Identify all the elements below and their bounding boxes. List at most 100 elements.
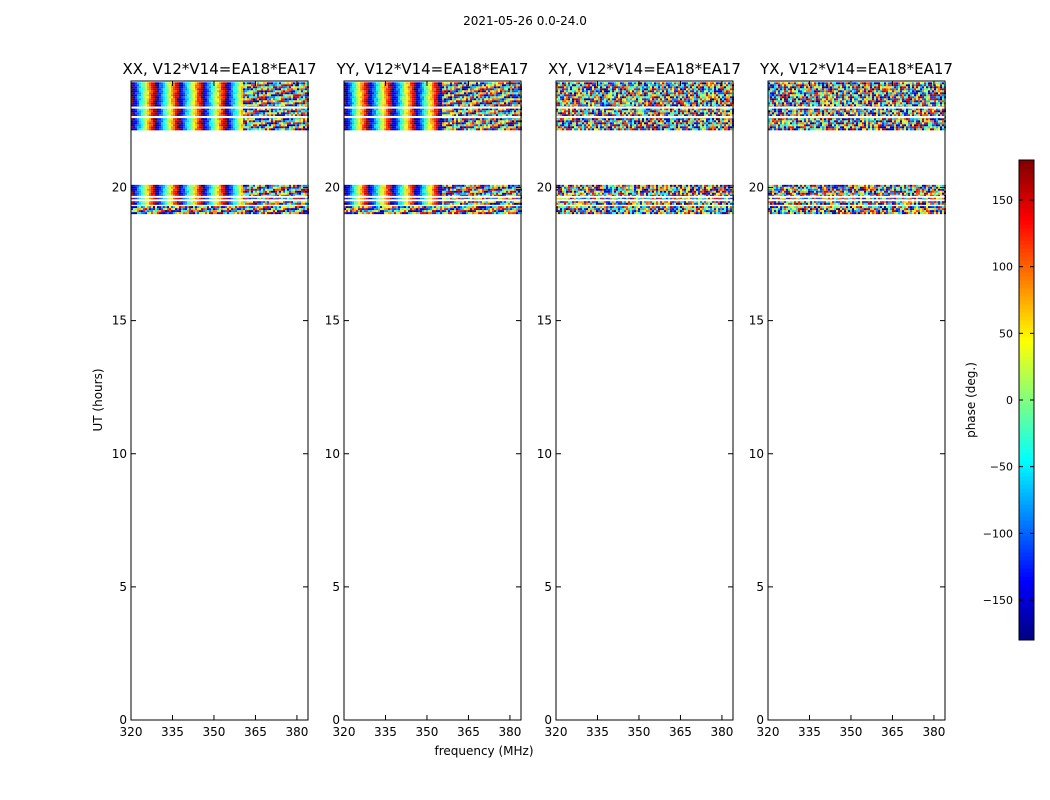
- heatmap-cell: [203, 192, 205, 195]
- heatmap-cell: [215, 102, 217, 105]
- heatmap-cell: [301, 88, 303, 91]
- heatmap-cell: [516, 86, 518, 89]
- heatmap-cell: [181, 200, 183, 203]
- heatmap-cell: [207, 200, 209, 203]
- heatmap-cell: [241, 90, 243, 93]
- heatmap-cell: [217, 86, 219, 89]
- heatmap-cell: [444, 92, 446, 95]
- heatmap-cell: [139, 122, 141, 125]
- heatmap-cell: [508, 96, 510, 99]
- heatmap-cell: [229, 126, 231, 129]
- heatmap-cell: [281, 212, 283, 215]
- heatmap-cell: [175, 86, 177, 89]
- heatmap-cell: [410, 88, 412, 91]
- heatmap-cell: [364, 82, 366, 85]
- heatmap-cell: [203, 100, 205, 103]
- heatmap-cell: [227, 104, 229, 107]
- heatmap-cell: [201, 104, 203, 107]
- heatmap-cell: [281, 118, 283, 121]
- heatmap-cell: [257, 102, 259, 105]
- heatmap-cell: [207, 206, 209, 209]
- heatmap-cell: [131, 102, 133, 105]
- heatmap-cell: [422, 84, 424, 87]
- heatmap-cell: [470, 94, 472, 97]
- heatmap-cell: [139, 110, 141, 113]
- heatmap-cell: [273, 196, 275, 199]
- heatmap-cell: [257, 186, 259, 189]
- heatmap-cell: [217, 118, 219, 121]
- heatmap-cell: [225, 88, 227, 91]
- heatmap-cell: [145, 212, 147, 215]
- heatmap-cell: [263, 104, 265, 107]
- heatmap-cell: [376, 98, 378, 101]
- heatmap-cell: [426, 110, 428, 113]
- heatmap-cell: [209, 94, 211, 97]
- heatmap-cell: [273, 108, 275, 111]
- heatmap-cell: [267, 208, 269, 211]
- heatmap-cell: [352, 94, 354, 97]
- heatmap-cell: [227, 192, 229, 195]
- heatmap-cell: [233, 202, 235, 205]
- heatmap-cell: [241, 202, 243, 205]
- heatmap-cell: [376, 102, 378, 105]
- heatmap-cell: [185, 108, 187, 111]
- heatmap-cell: [171, 126, 173, 129]
- heatmap-cell: [458, 102, 460, 105]
- heatmap-cell: [432, 108, 434, 111]
- heatmap-cell: [518, 84, 520, 87]
- heatmap-cell: [155, 100, 157, 103]
- heatmap-cell: [263, 82, 265, 85]
- heatmap-cell: [261, 206, 263, 209]
- heatmap-cell: [213, 104, 215, 107]
- heatmap-cell: [273, 86, 275, 89]
- heatmap-cell: [165, 122, 167, 125]
- heatmap-cell: [408, 90, 410, 93]
- heatmap-cell: [223, 98, 225, 101]
- heatmap-cell: [175, 82, 177, 85]
- heatmap-cell: [245, 124, 247, 127]
- heatmap-cell: [398, 102, 400, 105]
- heatmap-cell: [201, 84, 203, 87]
- heatmap-cell: [428, 114, 430, 117]
- heatmap-cell: [360, 82, 362, 85]
- heatmap-cell: [498, 90, 500, 93]
- heatmap-cell: [364, 98, 366, 101]
- heatmap-cell: [430, 100, 432, 103]
- heatmap-cell: [243, 206, 245, 209]
- heatmap-cell: [151, 98, 153, 101]
- heatmap-cell: [291, 202, 293, 205]
- heatmap-cell: [271, 212, 273, 215]
- heatmap-cell: [303, 92, 305, 95]
- heatmap-cell: [350, 82, 352, 85]
- heatmap-cell: [448, 112, 450, 115]
- heatmap-cell: [368, 104, 370, 107]
- heatmap-cell: [436, 108, 438, 111]
- heatmap-cell: [221, 184, 223, 187]
- heatmap-cell: [263, 84, 265, 87]
- heatmap-cell: [486, 94, 488, 97]
- heatmap-cell: [279, 210, 281, 213]
- heatmap-cell: [223, 196, 225, 199]
- heatmap-cell: [448, 96, 450, 99]
- heatmap-cell: [271, 96, 273, 99]
- heatmap-cell: [470, 100, 472, 103]
- heatmap-cell: [171, 100, 173, 103]
- heatmap-cell: [143, 200, 145, 203]
- heatmap-cell: [207, 212, 209, 215]
- heatmap-cell: [183, 100, 185, 103]
- heatmap-cell: [502, 90, 504, 93]
- heatmap-cell: [139, 92, 141, 95]
- heatmap-cell: [271, 90, 273, 93]
- heatmap-cell: [257, 98, 259, 101]
- heatmap-cell: [446, 84, 448, 87]
- heatmap-cell: [442, 112, 444, 115]
- heatmap-cell: [291, 122, 293, 125]
- heatmap-cell: [135, 104, 137, 107]
- heatmap-cell: [215, 196, 217, 199]
- heatmap-cell: [456, 94, 458, 97]
- heatmap-cell: [366, 96, 368, 99]
- heatmap-cell: [352, 88, 354, 91]
- heatmap-cell: [464, 108, 466, 111]
- heatmap-cell: [133, 100, 135, 103]
- heatmap-cell: [149, 84, 151, 87]
